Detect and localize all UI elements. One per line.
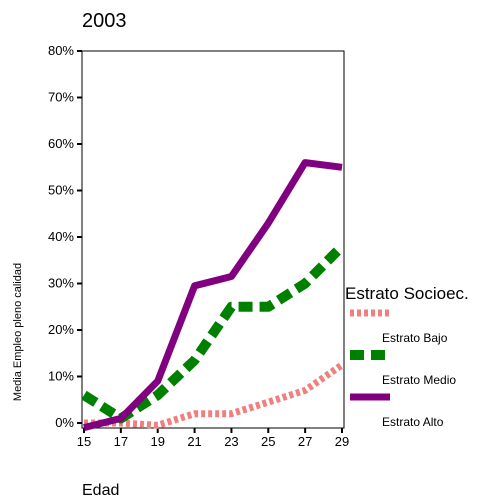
x-tick-label: 15 xyxy=(77,434,91,449)
x-axis-label: Edad xyxy=(82,482,119,499)
legend-label: Estrato Bajo xyxy=(382,331,448,345)
y-axis-label: Media Empleo pleno calidad xyxy=(12,263,24,401)
x-tick-label: 17 xyxy=(114,434,128,449)
x-axis-ticks: 15 17 19 21 23 25 27 29 xyxy=(77,428,349,449)
x-tick-label: 21 xyxy=(187,434,201,449)
legend: Estrato Socioec. Estrato Bajo Estrato Med… xyxy=(345,284,469,429)
x-tick-label: 19 xyxy=(150,434,164,449)
series-lines xyxy=(81,159,346,431)
y-tick-label: 70% xyxy=(48,90,74,105)
y-tick-label: 80% xyxy=(48,43,74,58)
y-tick-label: 40% xyxy=(48,229,74,244)
plot-frame xyxy=(81,50,345,429)
y-tick-label: 20% xyxy=(48,322,74,337)
legend-label: Estrato Medio xyxy=(382,373,456,387)
y-tick-label: 10% xyxy=(48,369,74,384)
x-tick-label: 23 xyxy=(224,434,238,449)
y-tick-label: 50% xyxy=(48,183,74,198)
y-tick-label: 60% xyxy=(48,136,74,151)
y-tick-label: 30% xyxy=(48,276,74,291)
x-tick-label: 27 xyxy=(298,434,312,449)
chart-title: 2003 xyxy=(82,10,127,32)
x-tick-label: 25 xyxy=(261,434,275,449)
y-tick-label: 0% xyxy=(55,415,74,430)
y-axis-ticks: 0% 10% 20% 30% 40% 50% 60% 70% 80% xyxy=(48,43,82,430)
series-line-solid xyxy=(83,159,343,431)
legend-title: Estrato Socioec. xyxy=(345,284,469,303)
legend-label: Estrato Alto xyxy=(382,415,444,429)
x-tick-label: 29 xyxy=(335,434,349,449)
series-line-dotted xyxy=(84,362,344,429)
